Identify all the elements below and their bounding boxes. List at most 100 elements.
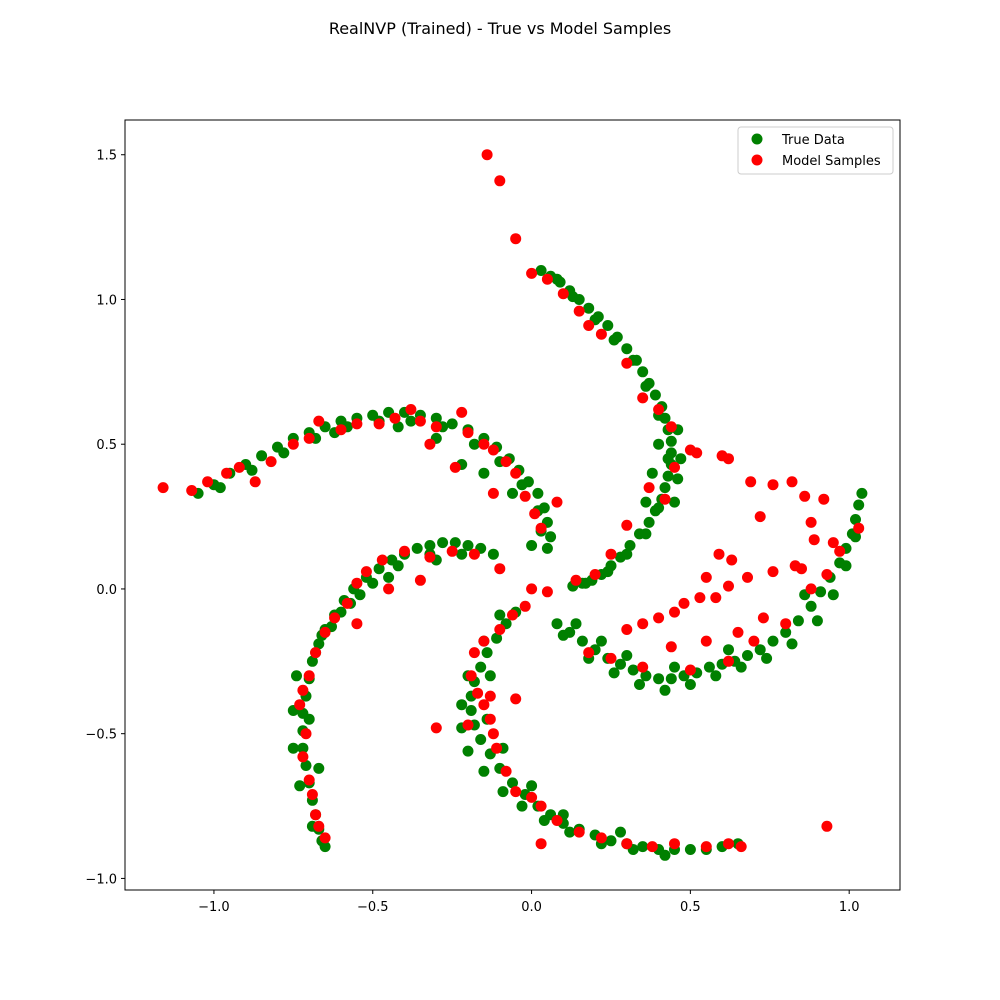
legend-label-model-samples: Model Samples xyxy=(782,154,881,169)
model-sample-point-135 xyxy=(414,415,426,427)
true-data-point-104 xyxy=(491,632,503,644)
x-tick-label: 0.5 xyxy=(680,900,701,915)
model-sample-point-98 xyxy=(424,551,436,563)
model-sample-point-39 xyxy=(742,571,753,583)
model-sample-point-59 xyxy=(583,647,595,659)
true-data-point-50 xyxy=(653,438,665,450)
legend-label-true-data: True Data xyxy=(781,133,845,148)
true-data-point-43 xyxy=(653,502,665,514)
model-sample-point-140 xyxy=(487,444,499,456)
model-sample-point-139 xyxy=(478,438,490,450)
model-sample-point-2 xyxy=(510,233,522,245)
true-data-point-195 xyxy=(354,589,366,601)
model-sample-point-104 xyxy=(329,612,341,624)
model-sample-point-46 xyxy=(637,618,649,630)
model-sample-point-56 xyxy=(684,664,696,676)
model-sample-point-69 xyxy=(478,635,490,647)
model-sample-point-31 xyxy=(808,534,820,546)
model-sample-point-34 xyxy=(834,545,846,557)
model-sample-point-84 xyxy=(621,838,633,850)
model-sample-point-81 xyxy=(551,815,563,826)
true-data-point-91 xyxy=(786,638,798,650)
true-data-point-89 xyxy=(735,661,747,673)
true-data-point-55 xyxy=(576,635,588,647)
true-data-point-74 xyxy=(815,586,827,598)
true-data-point-154 xyxy=(424,540,436,551)
true-data-point-44 xyxy=(640,528,652,540)
true-data-point-21 xyxy=(659,482,671,494)
true-data-point-171 xyxy=(300,760,312,771)
model-sample-point-44 xyxy=(669,606,680,618)
true-data-point-97 xyxy=(595,635,607,647)
true-data-point-42 xyxy=(672,473,684,485)
true-data-point-130 xyxy=(494,609,506,621)
true-data-point-114 xyxy=(507,777,518,789)
model-sample-point-58 xyxy=(605,652,617,664)
true-data-point-135 xyxy=(462,745,474,757)
chart-title: RealNVP (Trained) - True vs Model Sample… xyxy=(329,19,671,38)
true-data-point-182 xyxy=(367,577,379,589)
model-sample-point-109 xyxy=(294,699,306,711)
model-sample-point-28 xyxy=(818,493,830,505)
model-sample-point-19 xyxy=(570,574,582,586)
model-sample-point-41 xyxy=(710,592,722,604)
model-sample-point-92 xyxy=(510,693,522,705)
model-sample-point-26 xyxy=(786,476,798,488)
true-data-point-98 xyxy=(621,650,633,661)
model-sample-point-127 xyxy=(287,438,299,450)
model-sample-point-48 xyxy=(665,641,677,653)
true-data-point-45 xyxy=(621,548,633,560)
model-sample-point-6 xyxy=(573,305,585,317)
model-sample-point-124 xyxy=(233,461,245,473)
model-sample-point-131 xyxy=(351,418,363,430)
true-data-point-138 xyxy=(516,800,528,812)
model-sample-point-147 xyxy=(487,487,499,499)
true-data-point-96 xyxy=(570,618,582,630)
model-sample-point-86 xyxy=(669,838,680,850)
model-sample-point-87 xyxy=(700,841,712,853)
model-sample-point-132 xyxy=(373,418,385,430)
true-data-point-221 xyxy=(532,487,544,499)
true-data-point-243 xyxy=(478,467,490,479)
true-data-point-17 xyxy=(665,435,677,447)
model-sample-point-18 xyxy=(589,569,601,580)
model-sample-point-143 xyxy=(519,490,531,502)
true-data-point-158 xyxy=(373,563,385,575)
model-sample-point-64 xyxy=(541,586,553,598)
model-sample-point-43 xyxy=(678,597,690,609)
model-sample-point-94 xyxy=(484,690,496,702)
true-data-point-51 xyxy=(662,453,674,465)
model-sample-point-11 xyxy=(653,404,665,415)
x-tick-label: 0.0 xyxy=(521,900,542,915)
legend-box xyxy=(737,126,894,175)
model-sample-point-85 xyxy=(646,841,658,853)
model-sample-point-30 xyxy=(805,516,817,528)
y-tick-label: 0.0 xyxy=(96,583,117,598)
model-sample-point-32 xyxy=(827,537,839,549)
model-sample-point-37 xyxy=(789,560,801,572)
true-data-point-177 xyxy=(319,841,331,853)
model-sample-point-93 xyxy=(462,719,474,731)
model-sample-point-23 xyxy=(659,493,671,505)
true-data-point-94 xyxy=(840,560,852,572)
true-data-point-11 xyxy=(637,366,649,378)
model-sample-point-47 xyxy=(621,624,633,635)
model-sample-point-66 xyxy=(519,600,531,612)
model-sample-point-116 xyxy=(319,832,331,844)
series-true-data xyxy=(192,265,868,861)
model-sample-point-102 xyxy=(351,577,363,589)
true-data-point-227 xyxy=(246,464,258,476)
true-data-point-47 xyxy=(580,577,592,589)
model-sample-point-0 xyxy=(481,149,493,161)
true-data-point-99 xyxy=(669,661,680,673)
y-tick-label: −1.0 xyxy=(85,872,117,887)
true-data-point-193 xyxy=(383,571,395,583)
y-tick-label: 1.0 xyxy=(96,293,117,308)
true-data-point-0 xyxy=(535,265,547,276)
model-sample-point-142 xyxy=(510,467,522,479)
model-sample-point-45 xyxy=(653,612,665,624)
true-data-point-245 xyxy=(526,540,538,551)
y-tick-label: 0.5 xyxy=(96,438,117,453)
model-sample-point-21 xyxy=(723,453,734,465)
model-sample-point-8 xyxy=(595,328,607,340)
